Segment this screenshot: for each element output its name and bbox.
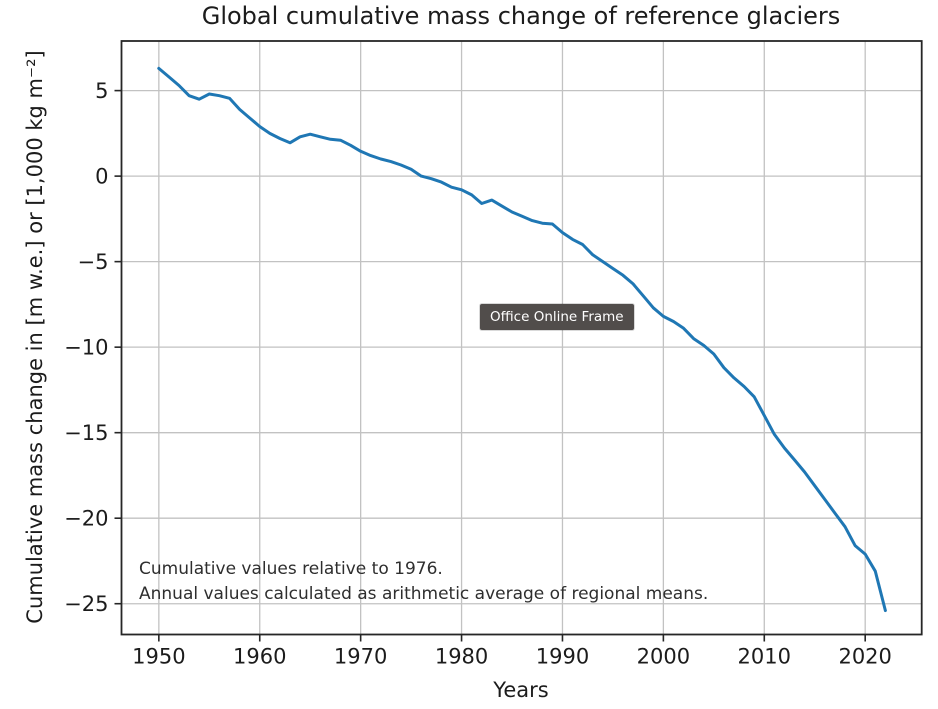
x-tick-label-2010: 2010 [738,645,791,669]
y-tick-label-5: 5 [95,79,108,103]
y-tick-label--25: −25 [64,592,108,616]
axes-spines [120,40,923,636]
axis-ticks [114,89,866,642]
x-tick-label-1980: 1980 [435,645,488,669]
x-tick-label-1960: 1960 [233,645,286,669]
data-series [157,66,887,613]
x-tick-label-2000: 2000 [637,645,690,669]
x-tick-label-2020: 2020 [838,645,891,669]
y-tick-label-0: 0 [95,165,108,189]
x-tick-label-1990: 1990 [536,645,589,669]
axis-tick-labels: 1950 1960 1970 1980 1990 2000 2010 2020 5 0 −5 −10 −… [64,79,892,668]
data-line-0 [157,66,887,613]
office-online-frame-tooltip: Office Online Frame [480,304,634,330]
y-tick-label--20: −20 [64,507,108,531]
grid-lines [121,41,922,635]
plot-border [120,40,923,636]
y-axis-label: Cumulative mass change in [m w.e.] or [1… [23,50,47,623]
annotation-line-1: Cumulative values relative to 1976. [139,559,443,579]
y-tick-label--15: −15 [64,421,108,445]
annotation-line-2: Annual values calculated as arithmetic a… [139,584,708,604]
x-tick-label-1950: 1950 [132,645,185,669]
chart-title: Global cumulative mass change of referen… [202,2,841,30]
x-axis-label: Years [492,678,548,702]
y-tick-label--10: −10 [64,336,108,360]
y-tick-label--5: −5 [78,250,109,274]
x-tick-label-1970: 1970 [334,645,387,669]
